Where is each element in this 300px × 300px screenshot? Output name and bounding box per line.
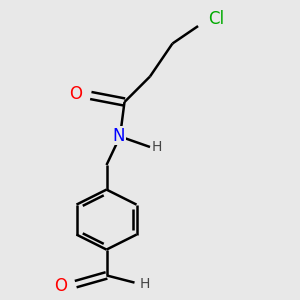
- Text: N: N: [112, 127, 125, 145]
- Text: O: O: [69, 85, 82, 103]
- Text: Cl: Cl: [208, 11, 225, 28]
- Text: H: H: [140, 277, 150, 290]
- Text: O: O: [55, 277, 68, 295]
- Text: H: H: [152, 140, 162, 154]
